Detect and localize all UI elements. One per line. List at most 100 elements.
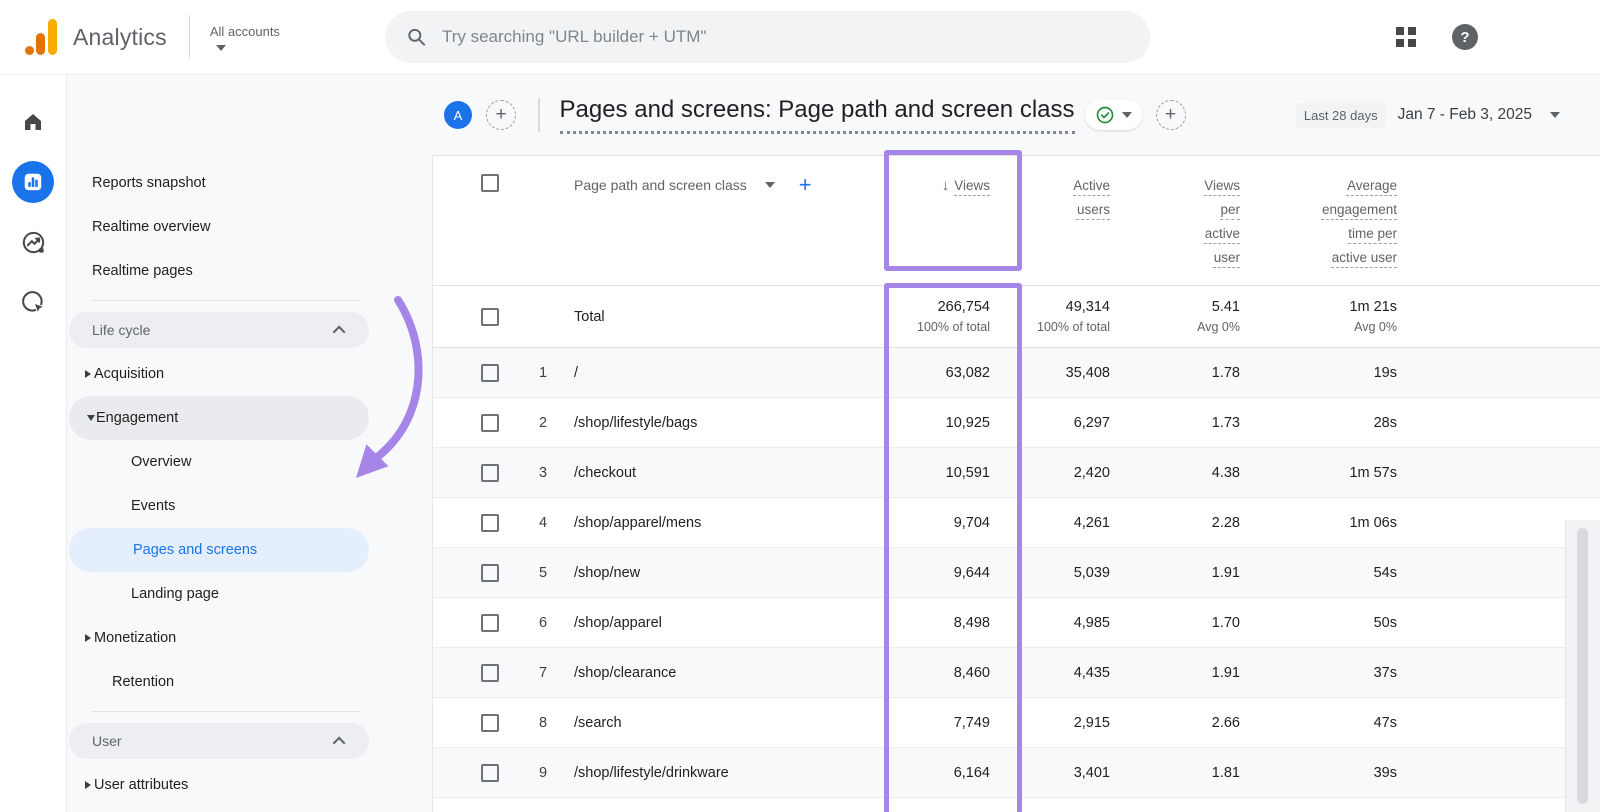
total-views: 266,754 [937,299,990,315]
table-total-row: Total 266,754 100% of total 49,314 100% of… [433,286,1600,348]
row-checkbox[interactable] [481,563,499,582]
report-status-pill[interactable] [1084,100,1142,130]
row-page-path: /checkout [574,464,637,481]
row-views-per-active-user: 1.91 [1211,664,1240,681]
date-preset-badge: Last 28 days [1295,102,1386,128]
sidebar-item-acquisition[interactable]: Acquisition [67,352,432,396]
row-checkbox[interactable] [481,763,499,782]
row-rank: 9 [539,764,548,781]
sidebar-item-retention[interactable]: Retention [112,674,175,690]
table-row: 5 /shop/new 9,644 5,039 1.91 54s [433,548,1600,598]
row-checkbox[interactable] [481,307,499,326]
sidebar-item-engagement[interactable]: Engagement [69,396,369,440]
row-rank: 3 [539,464,548,481]
sidebar-item-user-attributes[interactable]: User attributes [67,763,432,807]
date-range-value: Jan 7 - Feb 3, 2025 [1397,106,1532,123]
divider [188,15,190,59]
column-header-views-per-active-user[interactable]: Views per active user [1204,178,1240,265]
total-views-per-active-user: 5.41 [1211,299,1240,315]
row-views: 10,925 [945,414,990,431]
add-dimension-button[interactable]: + [798,172,812,197]
row-views-per-active-user: 4.38 [1211,464,1240,481]
dimension-column-header[interactable]: Page path and screen class [574,177,747,193]
row-checkbox[interactable] [481,613,499,632]
chevron-down-icon[interactable] [764,182,775,188]
total-views-sub: 100% of total [917,320,990,334]
collapsed-triangle-icon [85,634,91,642]
reports-icon[interactable] [12,161,54,203]
row-page-path: /shop/clearance [574,664,677,681]
column-header-avg-engagement-time[interactable]: Average engagement time per active user [1321,178,1397,265]
row-checkbox[interactable] [481,363,499,382]
advertising-icon[interactable] [12,281,54,323]
collapsed-triangle-icon [85,370,91,378]
sidebar-item-reports-snapshot[interactable]: Reports snapshot [92,175,206,191]
section-label: User [92,733,122,749]
row-active-users: 4,435 [1073,664,1110,681]
row-page-path: /shop/lifestyle/bags [574,414,698,431]
row-checkbox[interactable] [481,663,499,682]
row-checkbox[interactable] [481,413,499,432]
row-checkbox[interactable] [481,463,499,482]
sort-desc-icon: ↓ [941,177,950,194]
row-active-users: 2,420 [1073,464,1110,481]
reports-sidenav: Reports snapshot Realtime overview Realt… [67,75,432,812]
table-row: 2 /shop/lifestyle/bags 10,925 6,297 1.73… [433,398,1600,448]
row-checkbox[interactable] [481,713,499,732]
row-page-path: /search [574,714,622,731]
row-page-path: /shop/apparel/mens [574,514,702,531]
chevron-up-icon [332,325,346,338]
row-rank: 7 [539,664,548,681]
row-rank: 5 [539,564,548,581]
row-avg-engagement-time: 19s [1373,364,1397,381]
table-row: 7 /shop/clearance 8,460 4,435 1.91 37s [433,648,1600,698]
collapsed-triangle-icon [85,781,91,789]
row-views-per-active-user: 1.81 [1211,764,1240,781]
row-views-per-active-user: 1.91 [1211,564,1240,581]
sidebar-item-tech[interactable]: Tech [67,807,432,812]
row-views-per-active-user: 2.28 [1211,514,1240,531]
chevron-down-icon [215,44,226,51]
report-header: A + Pages and screens: Page path and scr… [432,75,1600,155]
select-all-checkbox[interactable] [481,174,499,192]
row-checkbox[interactable] [481,513,499,532]
column-header-views[interactable]: ↓ Views [870,174,990,198]
scrollbar[interactable] [1565,520,1600,812]
sidebar-item-landing-page[interactable]: Landing page [131,586,219,602]
section-label: Life cycle [92,322,151,338]
apps-grid-icon[interactable] [1396,27,1416,47]
search-input[interactable] [441,27,1128,47]
row-avg-engagement-time: 39s [1373,764,1397,781]
brand-title: Analytics [73,23,167,50]
divider [538,98,540,132]
column-header-active-users[interactable]: Active users [1073,178,1110,217]
row-avg-engagement-time: 28s [1373,414,1397,431]
expanded-triangle-icon [87,415,95,421]
date-range-picker[interactable]: Last 28 days Jan 7 - Feb 3, 2025 [1295,102,1600,128]
sidebar-item-realtime-overview[interactable]: Realtime overview [92,219,211,235]
add-report-button[interactable]: + [1155,100,1186,130]
sidebar-item-overview[interactable]: Overview [131,454,192,470]
section-life-cycle[interactable]: Life cycle [67,308,432,352]
page-title[interactable]: Pages and screens: Page path and screen … [559,96,1075,134]
row-page-path: /shop/new [574,564,641,581]
scrollbar-thumb[interactable] [1577,528,1588,804]
row-avg-engagement-time: 47s [1373,714,1397,731]
account-switcher[interactable]: All accounts [210,24,280,51]
add-comparison-button[interactable]: + [486,100,516,130]
home-icon[interactable] [12,101,54,143]
explore-icon[interactable] [12,221,54,263]
avatar[interactable]: A [444,101,472,129]
top-bar: Analytics All accounts ? [0,0,1600,75]
section-user[interactable]: User [67,719,432,763]
help-icon[interactable]: ? [1452,24,1478,50]
row-avg-engagement-time: 54s [1373,564,1397,581]
sidebar-item-realtime-pages[interactable]: Realtime pages [92,263,193,279]
sidebar-item-monetization[interactable]: Monetization [67,616,432,660]
total-label: Total [574,308,605,325]
sidebar-item-events[interactable]: Events [131,498,176,514]
sidebar-item-pages-and-screens[interactable]: Pages and screens [69,528,369,572]
table-row: 1 / 63,082 35,408 1.78 19s [433,348,1600,398]
global-search[interactable] [384,11,1150,63]
